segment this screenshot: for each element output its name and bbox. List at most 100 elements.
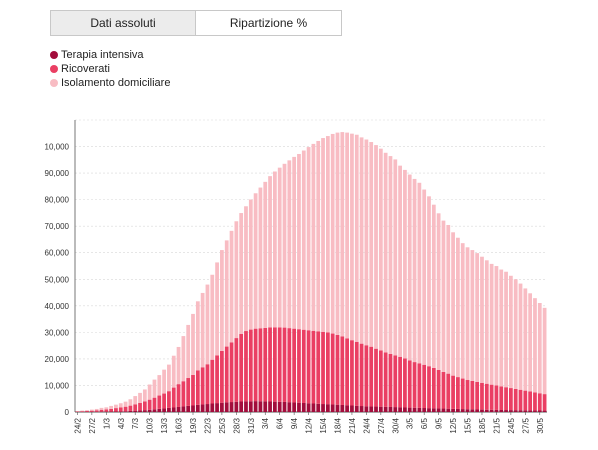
bar-segment-ricoverati	[263, 327, 268, 402]
bar-segment-terapia-intensiva	[537, 410, 542, 412]
x-tick-label: 6/4	[276, 417, 285, 429]
bar-segment-isolamento-domiciliare	[470, 250, 475, 381]
bar-segment-terapia-intensiva	[374, 406, 378, 412]
bar-segment-isolamento-domiciliare	[301, 150, 306, 330]
bar-segment-terapia-intensiva	[431, 408, 436, 412]
bar-segment-isolamento-domiciliare	[253, 193, 258, 329]
bar-segment-ricoverati	[460, 378, 465, 410]
bar-segment-isolamento-domiciliare	[350, 133, 354, 341]
bar-segment-terapia-intensiva	[407, 407, 412, 412]
bar-segment-isolamento-domiciliare	[277, 167, 282, 328]
legend-item-terapia-intensiva[interactable]: Terapia intensiva	[50, 48, 170, 62]
bar-segment-isolamento-domiciliare	[171, 355, 176, 388]
bar-segment-ricoverati	[499, 386, 504, 410]
bar-segment-ricoverati	[417, 363, 422, 408]
bar-segment-isolamento-domiciliare	[181, 336, 186, 382]
bar-segment-ricoverati	[171, 387, 176, 408]
bar-segment-terapia-intensiva	[268, 401, 272, 412]
bar-segment-terapia-intensiva	[398, 407, 402, 412]
bar-segment-ricoverati	[282, 327, 287, 402]
bar-segment-isolamento-domiciliare	[273, 171, 277, 328]
bar-segment-terapia-intensiva	[460, 409, 465, 412]
bar-segment-terapia-intensiva	[359, 406, 364, 412]
bar-segment-terapia-intensiva	[513, 410, 518, 412]
tab-dati-assoluti[interactable]: Dati assoluti	[50, 10, 196, 36]
bar-segment-isolamento-domiciliare	[263, 181, 268, 328]
bar-segment-ricoverati	[325, 332, 330, 405]
bar-segment-ricoverati	[99, 409, 104, 412]
bar-segment-terapia-intensiva	[306, 403, 311, 412]
bar-segment-ricoverati	[470, 380, 475, 410]
bar-segment-terapia-intensiva	[292, 402, 297, 412]
bar-segment-terapia-intensiva	[354, 405, 359, 412]
bar-segment-ricoverati	[345, 338, 349, 406]
y-tick-label: 80,000	[45, 196, 70, 205]
bar-segment-ricoverati	[273, 327, 277, 402]
bar-segment-ricoverati	[191, 374, 195, 406]
bar-segment-ricoverati	[330, 333, 335, 405]
x-tick-label: 10/3	[146, 417, 155, 433]
x-tick-label: 3/4	[261, 417, 270, 429]
bar-segment-isolamento-domiciliare	[533, 298, 537, 393]
bar-segment-isolamento-domiciliare	[441, 220, 446, 372]
x-tick-label: 21/5	[492, 417, 501, 433]
tab-ripartizione-percentuale[interactable]: Ripartizione %	[196, 10, 342, 36]
x-tick-label: 12/4	[305, 417, 314, 433]
bar-segment-terapia-intensiva	[224, 402, 229, 412]
x-tick-label: 6/5	[420, 417, 429, 429]
bar-segment-ricoverati	[152, 397, 157, 410]
bar-segment-ricoverati	[475, 381, 480, 410]
bar-segment-terapia-intensiva	[239, 401, 244, 412]
bar-segment-isolamento-domiciliare	[446, 224, 451, 374]
bar-segment-terapia-intensiva	[316, 403, 321, 412]
bar-segment-isolamento-domiciliare	[176, 346, 181, 385]
bar-segment-isolamento-domiciliare	[186, 324, 191, 379]
x-tick-label: 16/3	[175, 417, 184, 433]
bar-segment-ricoverati	[340, 336, 345, 405]
bar-segment-terapia-intensiva	[378, 406, 383, 412]
bar-segment-terapia-intensiva	[205, 404, 210, 412]
bar-segment-terapia-intensiva	[181, 406, 186, 412]
bar-segment-terapia-intensiva	[258, 401, 263, 412]
bar-segment-ricoverati	[364, 345, 369, 407]
bar-segment-terapia-intensiva	[470, 409, 475, 412]
bar-segment-ricoverati	[138, 402, 142, 411]
bar-segment-isolamento-domiciliare	[162, 369, 166, 394]
bar-segment-terapia-intensiva	[118, 411, 123, 412]
legend-item-isolamento-domiciliare[interactable]: Isolamento domiciliare	[50, 76, 170, 90]
bar-segment-isolamento-domiciliare	[191, 313, 195, 375]
bar-segment-ricoverati	[523, 390, 528, 411]
y-tick-label: 20,000	[45, 355, 70, 364]
bar-segment-ricoverati	[200, 367, 205, 405]
bar-segment-terapia-intensiva	[195, 404, 200, 412]
bar-segment-ricoverati	[533, 392, 537, 411]
bar-segment-isolamento-domiciliare	[292, 156, 297, 329]
bar-segment-terapia-intensiva	[253, 401, 258, 412]
bar-segment-isolamento-domiciliare	[210, 274, 215, 360]
x-tick-label: 9/4	[290, 417, 299, 429]
bar-segment-ricoverati	[181, 381, 186, 407]
bar-segment-isolamento-domiciliare	[123, 401, 128, 407]
legend-item-ricoverati[interactable]: Ricoverati	[50, 62, 170, 76]
legend-label-ricoverati: Ricoverati	[61, 63, 110, 75]
bar-segment-terapia-intensiva	[273, 401, 277, 412]
y-tick-label: 30,000	[45, 328, 70, 337]
bar-segment-terapia-intensiva	[248, 401, 253, 412]
bar-segment-ricoverati	[456, 377, 460, 409]
bar-segment-terapia-intensiva	[340, 404, 345, 412]
bar-segment-terapia-intensiva	[345, 405, 349, 412]
bar-segment-isolamento-domiciliare	[436, 213, 441, 370]
bar-segment-ricoverati	[123, 406, 128, 412]
y-tick-label: 50,000	[45, 275, 70, 284]
bar-segment-terapia-intensiva	[475, 409, 480, 412]
y-tick-label: 0	[65, 408, 70, 417]
bar-segment-terapia-intensiva	[451, 408, 455, 412]
bar-segment-isolamento-domiciliare	[109, 405, 113, 409]
bar-segment-isolamento-domiciliare	[528, 293, 533, 392]
x-tick-label: 15/5	[464, 417, 473, 433]
bar-segment-isolamento-domiciliare	[167, 364, 171, 392]
bar-segment-isolamento-domiciliare	[205, 284, 210, 365]
bar-segment-ricoverati	[528, 391, 533, 411]
x-tick-label: 15/4	[319, 417, 328, 433]
bar-segment-terapia-intensiva	[244, 401, 248, 412]
